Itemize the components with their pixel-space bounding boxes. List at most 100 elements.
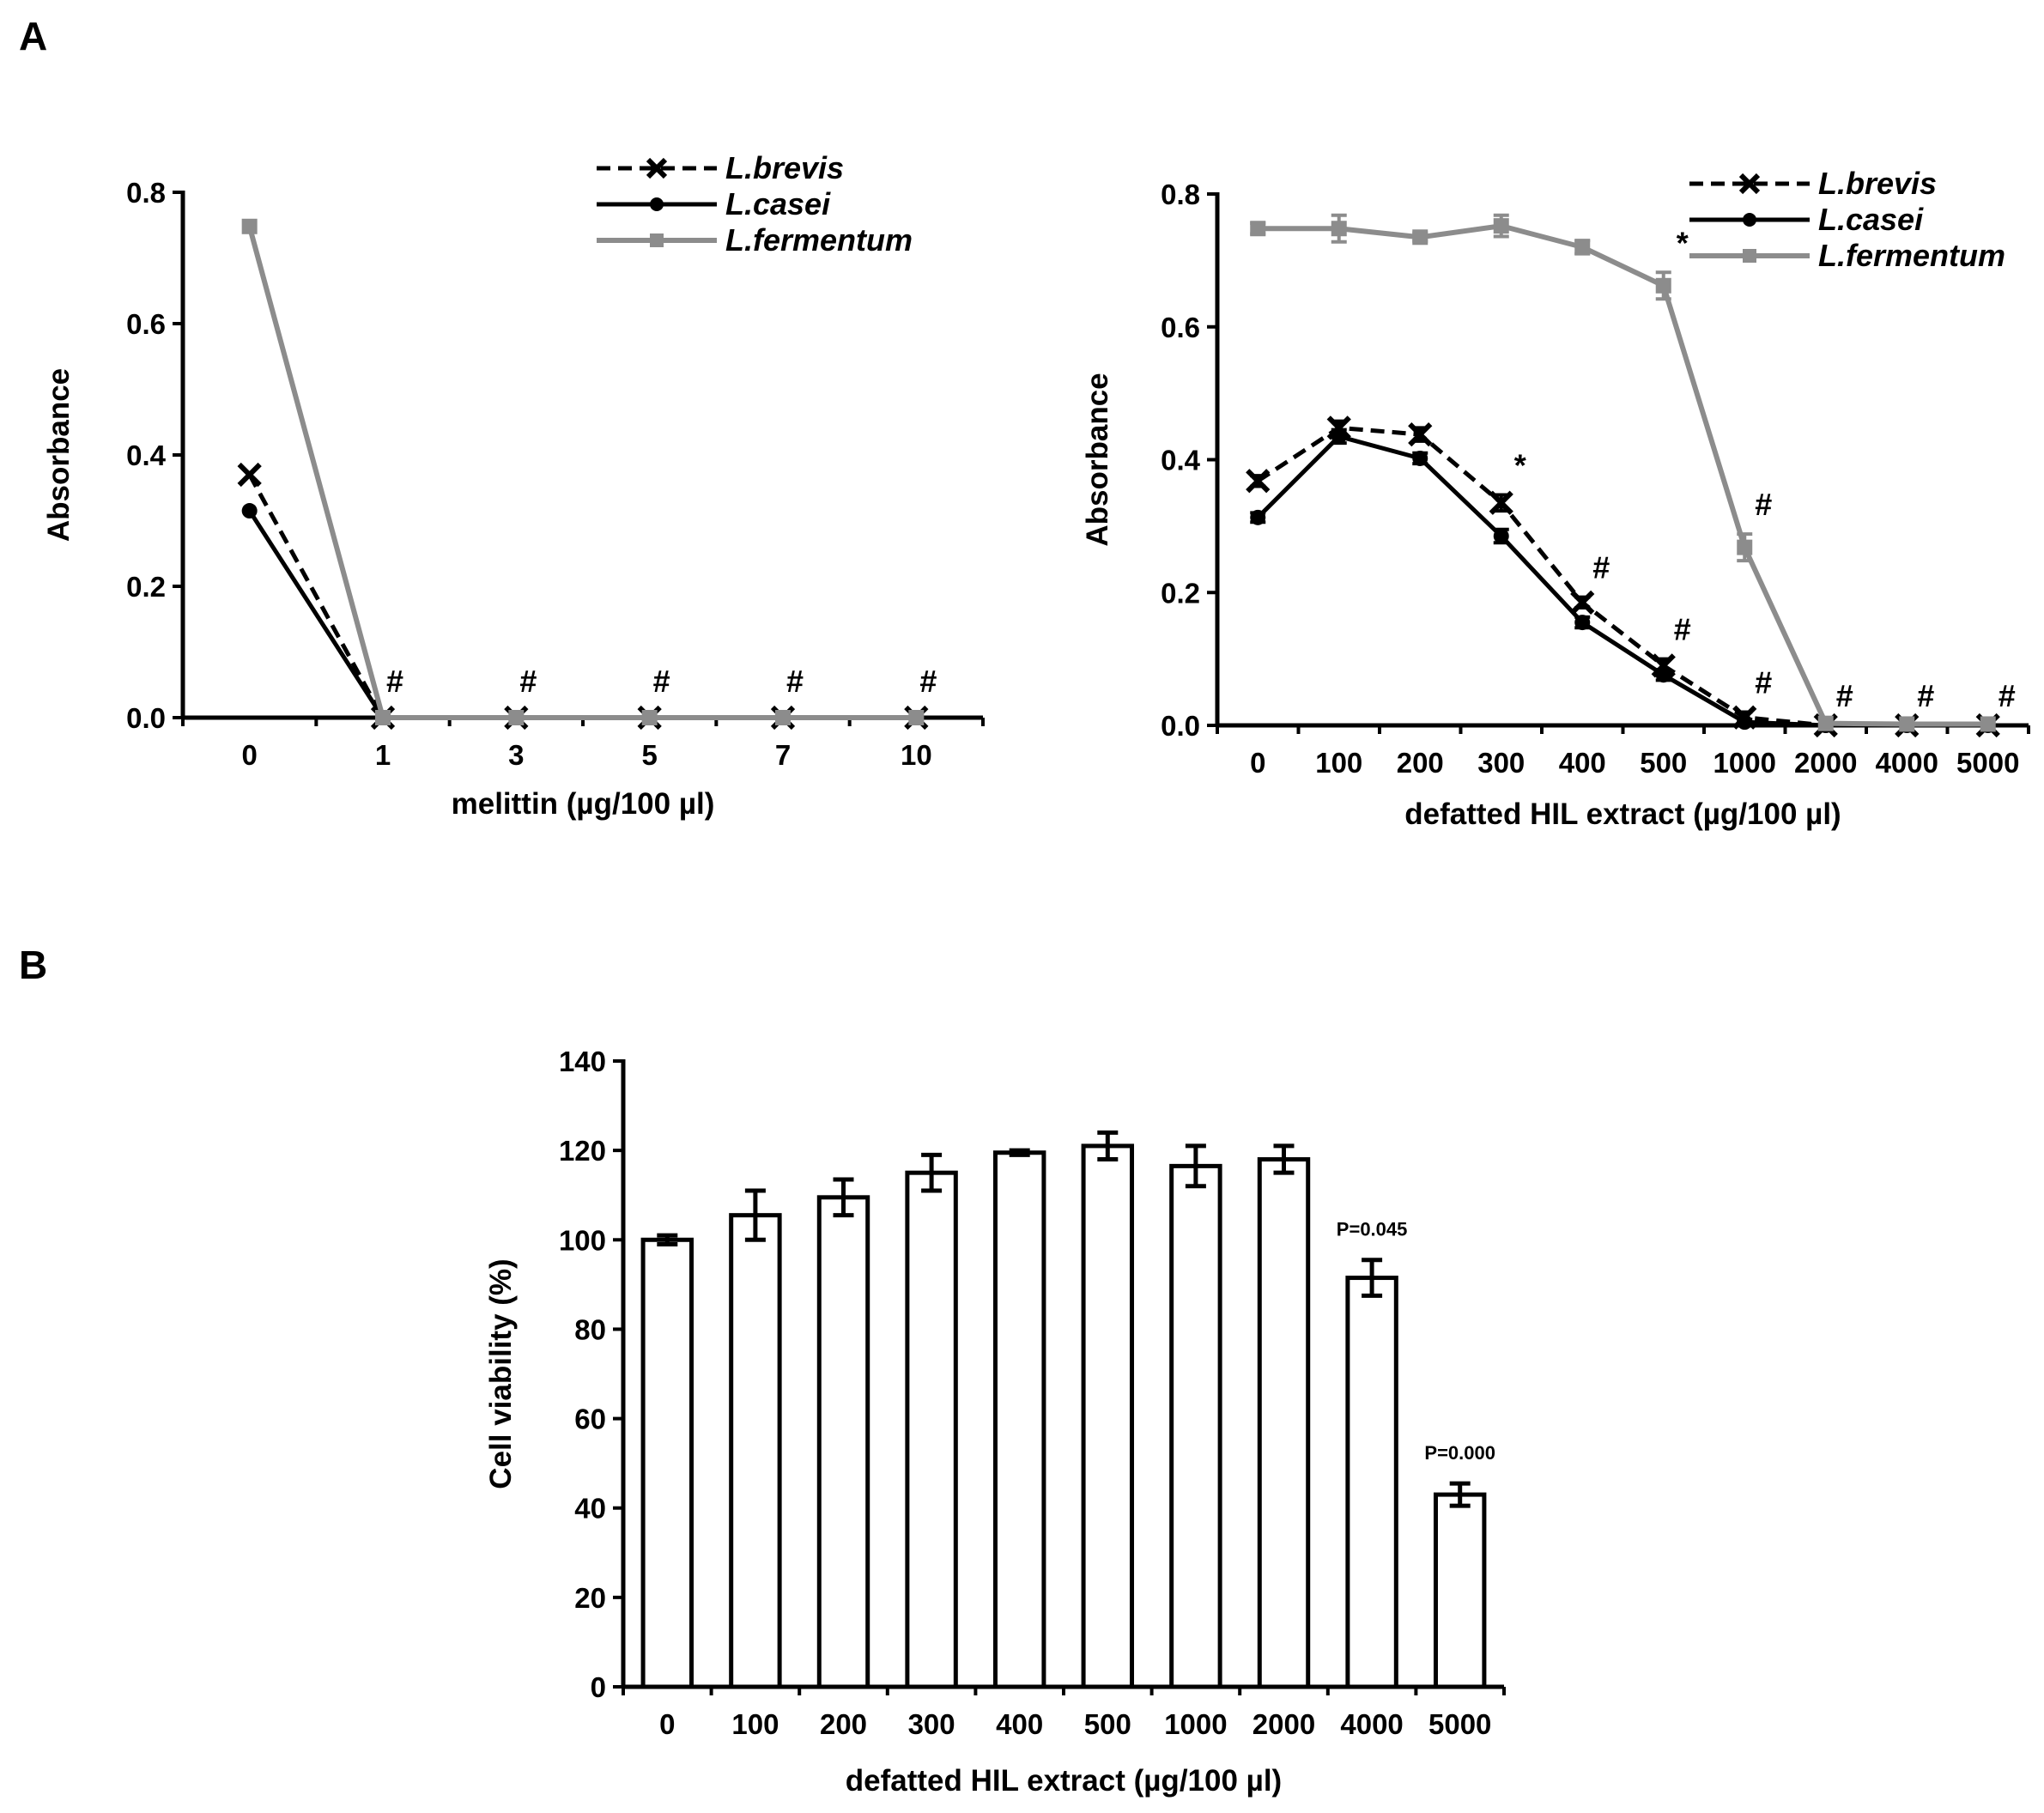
data-point: [650, 233, 664, 247]
series-line: [1256, 434, 1988, 728]
series-lfermentum: [241, 218, 925, 725]
legend-label: L.brevis: [725, 150, 844, 185]
x-tick-label: 4000: [1876, 747, 1938, 779]
y-tick-label: 40: [574, 1493, 606, 1525]
x-tick-label: 200: [1397, 747, 1444, 779]
legend-label: L.casei: [1818, 202, 1924, 237]
data-point: [241, 218, 258, 234]
significance-marker: #: [1999, 678, 2016, 713]
y-tick-label: 0.4: [126, 440, 167, 471]
significance-marker: #: [786, 664, 804, 699]
x-tick-label: 0: [1250, 747, 1265, 779]
panel-label-b: B: [19, 943, 47, 987]
chart-melittin-absorbance: 0.0 0.2 0.4 0.6 0.8 0 1 3 5 7 10 melittin (µg/100 µ…: [42, 150, 985, 821]
bar: [1257, 1157, 1311, 1689]
x-tick-label: 300: [1477, 747, 1525, 779]
significance-marker: #: [1674, 612, 1691, 647]
x-tick-label: 3: [508, 739, 524, 771]
x-tick-label: 10: [901, 739, 932, 771]
x-tick-label: 300: [908, 1708, 955, 1740]
x-tick-label: 1000: [1713, 747, 1776, 779]
data-point: [1980, 716, 1996, 732]
y-tick-label: 0.2: [1161, 577, 1200, 609]
data-point: [775, 710, 791, 725]
data-point: [1737, 714, 1753, 731]
data-point: [1655, 277, 1671, 294]
bar: [1433, 1492, 1487, 1689]
x-tick-label: 0: [659, 1708, 675, 1740]
significance-marker: #: [1836, 678, 1853, 713]
y-axis-title: Absorbance: [42, 368, 76, 542]
series-lbrevis: [1246, 415, 2000, 738]
p-value-label: P=0.000: [1424, 1442, 1495, 1464]
x-tick-label: 5: [641, 739, 657, 771]
series-line: [247, 509, 917, 720]
data-point: [1655, 667, 1671, 683]
y-tick-label: 0.6: [126, 308, 166, 340]
data-point: [1408, 421, 1433, 447]
data-point: [1412, 229, 1428, 246]
data-point: [1574, 239, 1591, 255]
data-point: [1412, 450, 1428, 466]
data-point: [908, 710, 925, 725]
series-line: [246, 225, 917, 720]
x-tick-label: 4000: [1340, 1708, 1403, 1740]
significance-marker: #: [386, 664, 403, 699]
data-point: [1331, 221, 1347, 237]
data-point: [1817, 715, 1834, 731]
bar: [905, 1170, 958, 1689]
data-point: [1574, 615, 1591, 631]
data-point: [1250, 509, 1266, 525]
y-tick-label: 0.8: [126, 177, 166, 209]
bar: [1081, 1143, 1135, 1689]
x-tick-label: 1000: [1164, 1708, 1227, 1740]
x-tick-label: 100: [1315, 747, 1362, 779]
data-point: [1246, 469, 1271, 494]
data-point: [508, 710, 525, 725]
legend-label: L.fermentum: [725, 222, 913, 258]
y-tick-label: 140: [559, 1046, 606, 1077]
legend-label: L.brevis: [1818, 166, 1937, 201]
y-axis-title: Absorbance: [1081, 373, 1114, 546]
significance-marker: #: [1755, 487, 1772, 522]
series-lbrevis: [237, 462, 929, 731]
data-point: [1250, 221, 1266, 237]
chart-cell-viability: 0 20 40 60 80 100 120 140 0 100 200 300 400 500 1000 20…: [484, 1046, 1506, 1798]
significance-marker: #: [1917, 678, 1934, 713]
y-tick-label: 0: [591, 1671, 606, 1703]
series-line: [1256, 425, 1988, 728]
series-line: [1258, 223, 1988, 727]
data-point: [237, 462, 262, 488]
y-tick-label: 0.4: [1161, 445, 1201, 476]
series-lcasei: [1250, 427, 1996, 733]
data-point: [1489, 490, 1513, 515]
x-tick-label: 5000: [1428, 1708, 1491, 1740]
significance-marker: #: [919, 664, 937, 699]
y-tick-label: 120: [559, 1135, 606, 1167]
bar: [992, 1150, 1046, 1689]
data-point: [1493, 218, 1509, 234]
x-tick-label: 0: [241, 739, 257, 771]
x-tick-label: 1: [375, 739, 391, 771]
data-point: [1743, 249, 1756, 263]
series-lfermentum: [1250, 213, 1996, 732]
x-axis-title: melittin (µg/100 µl): [452, 787, 715, 821]
y-tick-label: 20: [574, 1582, 606, 1614]
bar: [1345, 1276, 1398, 1689]
data-point: [1331, 428, 1347, 445]
x-tick-label: 400: [996, 1708, 1043, 1740]
significance-marker: #: [519, 664, 537, 699]
legend-label: L.casei: [725, 186, 831, 221]
y-tick-label: 60: [574, 1404, 606, 1435]
bar: [640, 1237, 694, 1689]
y-tick-label: 80: [574, 1313, 606, 1345]
significance-marker: #: [1755, 665, 1772, 700]
legend-label: L.fermentum: [1818, 238, 2005, 273]
significance-marker: *: [1677, 225, 1689, 260]
x-axis-title: defatted HIL extract (µg/100 µl): [846, 1764, 1282, 1798]
x-tick-label: 500: [1084, 1708, 1131, 1740]
x-tick-label: 2000: [1794, 747, 1857, 779]
